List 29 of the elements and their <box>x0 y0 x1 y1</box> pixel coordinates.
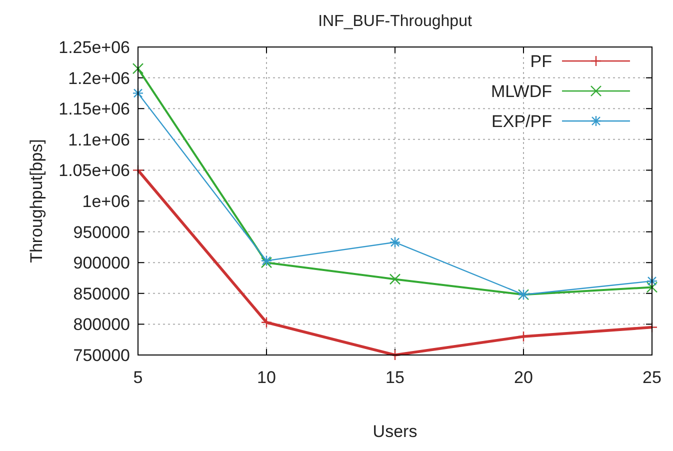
y-tick-label: 950000 <box>73 222 130 242</box>
legend-label: PF <box>530 52 552 71</box>
point <box>132 62 144 74</box>
point <box>389 236 401 248</box>
y-tick-label: 850000 <box>73 284 130 304</box>
x-axis-title: Users <box>372 422 418 441</box>
x-tick-label: 10 <box>257 368 276 387</box>
y-tick-label: 1.15e+06 <box>58 100 130 119</box>
y-axis-title: Throughput[bps] <box>27 139 46 263</box>
x-tick-label: 5 <box>133 368 143 387</box>
y-tick-label: 1.2e+06 <box>68 68 130 88</box>
chart-title: INF_BUF-Throughput <box>318 13 472 30</box>
y-tick-label: 1e+06 <box>82 192 130 211</box>
y-tick-label: 1.25e+06 <box>58 38 130 57</box>
point <box>260 316 272 328</box>
point <box>646 282 658 293</box>
legend-label: MLWDF <box>490 82 552 101</box>
x-tick-label: 25 <box>642 368 662 387</box>
y-tick-label: 800000 <box>73 315 130 334</box>
x-tick-label: 15 <box>386 368 404 387</box>
y-tick-label: 1.1e+06 <box>68 130 130 150</box>
y-tick-label: 750000 <box>73 346 130 365</box>
x-tick-label: 20 <box>514 368 533 387</box>
legend-label: EXP/PF <box>492 112 552 131</box>
y-tick-label: 1.05e+06 <box>58 161 130 180</box>
y-tick-label: 900000 <box>73 254 130 273</box>
point <box>132 88 144 99</box>
point <box>646 275 658 287</box>
point <box>389 274 401 285</box>
